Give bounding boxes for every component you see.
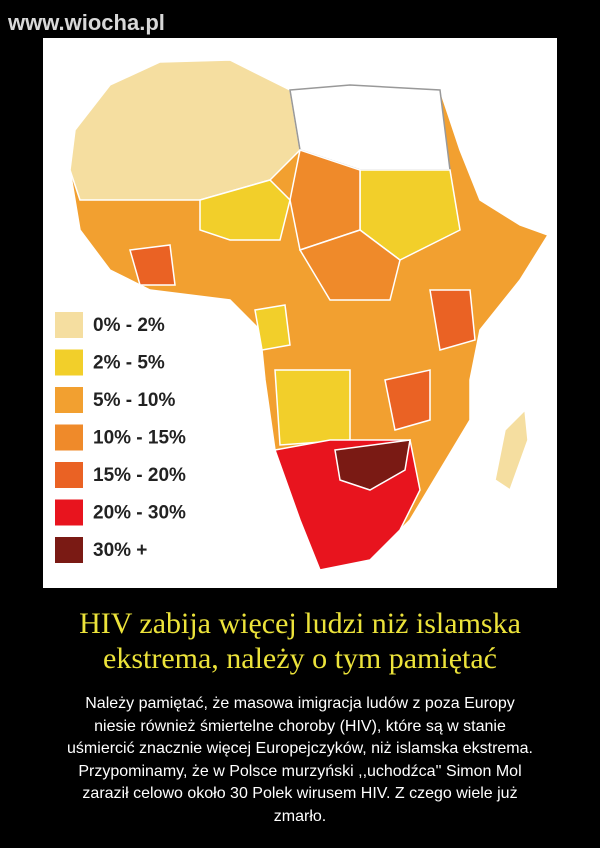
legend-label: 2% - 5% <box>93 353 165 374</box>
legend-swatch <box>55 537 83 563</box>
legend-label: 15% - 20% <box>93 465 186 486</box>
legend-label: 10% - 15% <box>93 428 186 449</box>
legend-swatch <box>55 349 83 376</box>
east-region <box>429 289 476 351</box>
body-line: zmarło. <box>273 807 327 825</box>
gabon-region <box>254 304 291 351</box>
legend-swatch <box>55 424 83 451</box>
watermark: www.wiocha.pl <box>8 10 165 35</box>
title: HIV zabija więcej ludzi niż islamska ekst… <box>0 606 600 676</box>
legend-swatch <box>55 499 83 526</box>
legend-label: 20% - 30% <box>93 503 186 524</box>
madagascar <box>494 408 529 492</box>
legend-swatch <box>55 462 83 488</box>
body-line: zaraził celowo około 30 Polek wirusem HI… <box>82 785 518 802</box>
north-region <box>69 59 301 201</box>
southern-core <box>334 439 411 491</box>
legend-label: 5% - 10% <box>93 390 175 411</box>
legend-label: 30% + <box>93 540 147 561</box>
title-line: ekstrema, należy o tym pamiętać <box>103 642 497 675</box>
africa-map <box>69 59 550 571</box>
body-line: Przypominamy, że w Polsce murzyński ,,uc… <box>78 762 522 780</box>
body-line: Należy pamiętać, że masowa imigracja lud… <box>85 695 515 712</box>
body-line: niesie również śmiertelne choroby (HIV),… <box>94 717 506 735</box>
legend-label: 0% - 2% <box>93 315 165 336</box>
zambia-region <box>384 369 431 431</box>
sahel-region <box>199 179 291 241</box>
body-line: uśmiercić znacznie więcej Europejczyków,… <box>67 740 533 757</box>
west-region <box>129 244 176 286</box>
central-region <box>298 229 401 301</box>
body-text: Należy pamiętać, że masowa imigracja lud… <box>0 693 600 828</box>
map-panel: 0% - 2% 2% - 5% 5% - 10% 10% - 15% 15% - 20%… <box>43 38 557 588</box>
legend-swatch <box>55 312 83 338</box>
title-line: HIV zabija więcej ludzi niż islamska <box>79 607 521 640</box>
legend: 0% - 2% 2% - 5% 5% - 10% 10% - 15% 15% - 20%… <box>55 312 186 563</box>
angola-region <box>274 369 351 446</box>
legend-swatch <box>55 387 83 413</box>
